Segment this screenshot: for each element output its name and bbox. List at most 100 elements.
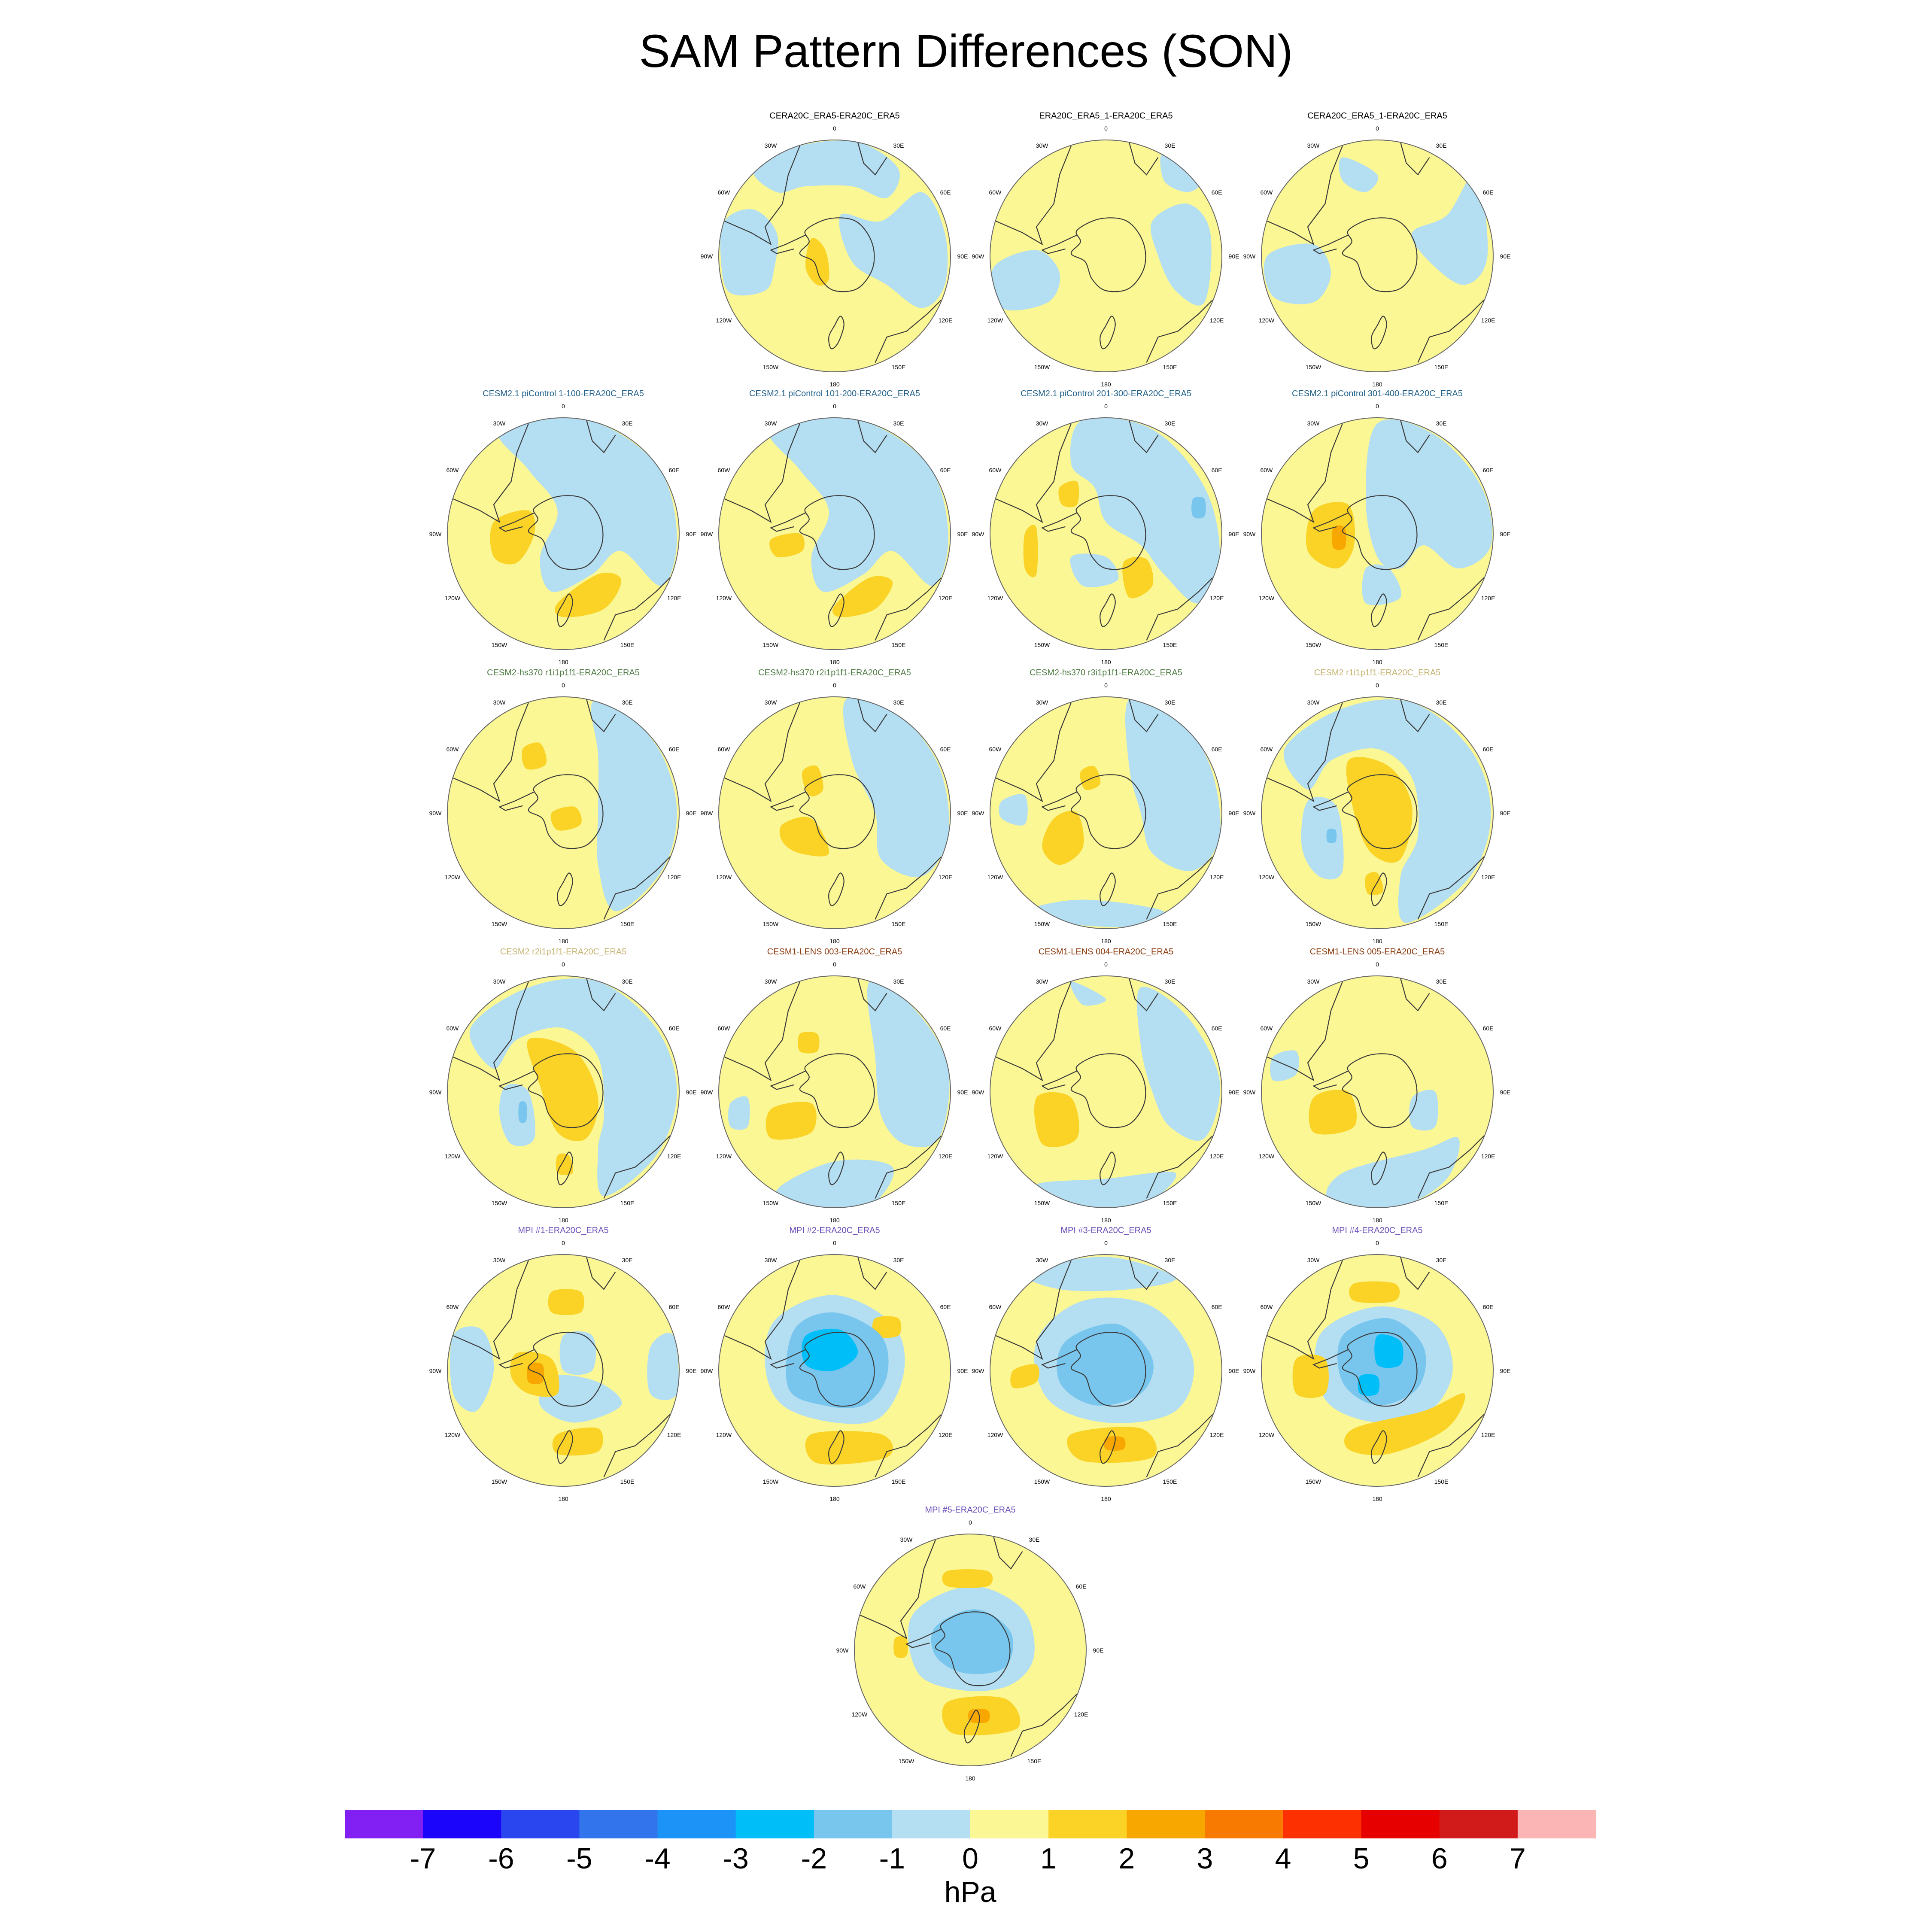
positive-anomaly-region [1042,811,1084,865]
positive-anomaly-region [805,1431,893,1465]
longitude-label: 120E [939,1431,953,1438]
coastline [1100,872,1116,906]
longitude-label: 90W [701,1367,714,1374]
longitude-label: 60E [1483,1303,1494,1310]
colorbar-tick-label: 4 [1275,1842,1291,1875]
coastline [905,1628,942,1648]
longitude-label: 30W [1036,978,1049,985]
longitude-label: 0 [1376,403,1379,410]
longitude-label: 0 [833,1239,836,1246]
longitude-label: 90W [701,531,714,538]
longitude-label: 90W [429,1367,442,1374]
coastline [799,774,875,849]
longitude-label: 60E [669,1025,680,1032]
map-panel: 0 30E 60E 90E 120E 150E 180 150W 120W 90W 60W 30W CE… [972,947,1239,1224]
colorbar-segment [1205,1810,1283,1838]
negative-anomaly-region [1191,496,1206,519]
longitude-label: 120E [1210,874,1224,881]
coastline [1070,1053,1146,1128]
longitude-label: 120E [1481,1153,1495,1160]
longitude-label: 30W [493,1257,506,1264]
longitude-label: 90W [701,253,714,260]
longitude-label: 90W [1243,810,1256,817]
colorbar-segment [892,1810,971,1838]
longitude-label: 30E [622,1257,633,1264]
coastline [1371,872,1387,906]
longitude-label: 180 [558,659,568,665]
negative-anomaly-region [591,700,677,911]
colorbar-segment [423,1810,501,1838]
longitude-label: 120W [987,874,1003,881]
longitude-label: 60W [1261,1303,1273,1310]
negative-anomaly-region [1339,157,1379,192]
coastline [1100,1430,1116,1464]
map-panel: 0 30E 60E 90E 120E 150E 180 150W 120W 90W 60W 30W CE… [429,389,697,665]
longitude-label: 60W [447,1025,459,1032]
longitude-label: 120W [987,595,1003,601]
map-border [990,696,1222,929]
coastline [1041,512,1077,532]
positive-anomaly-region [490,510,535,565]
panel-title: CESM1-LENS 004-ERA20C_ERA5 [1039,947,1174,957]
longitude-label: 30E [1436,978,1447,985]
longitude-label: 90E [1093,1647,1104,1654]
coastline [586,699,616,732]
coastline [453,423,529,523]
colorbar-tick-label: -7 [410,1842,436,1875]
longitude-label: 120W [716,595,732,601]
longitude-label: 120E [939,595,953,601]
longitude-label: 120W [1259,317,1275,324]
panel-title: CESM2 r2i1p1f1-ERA20C_ERA5 [500,947,627,957]
coastline [498,1349,535,1369]
colorbar-tick-label: -6 [488,1842,514,1875]
coastline [857,978,887,1012]
longitude-label: 60W [718,1025,731,1032]
longitude-label: 120W [445,1431,461,1438]
longitude-label: 30E [1165,978,1176,985]
coastline [557,593,573,627]
longitude-label: 90E [1500,810,1511,817]
positive-anomaly-region [1010,1364,1039,1388]
coastline [724,146,801,246]
negative-anomaly-region [1264,243,1331,304]
coastline [996,423,1072,523]
positive-anomaly-region [1346,757,1413,863]
negative-anomaly-region [1160,152,1200,192]
coastline [935,1611,1011,1686]
colorbar-segment [1127,1810,1205,1838]
panel-title: CESM2 r1i1p1f1-ERA20C_ERA5 [1314,668,1441,677]
longitude-label: 90E [957,1367,968,1374]
panel-title: CESM2.1 piControl 1-100-ERA20C_ERA5 [483,389,644,398]
longitude-label: 150E [892,920,906,927]
colorbar-tick-label: -2 [801,1842,827,1875]
map-border [447,1254,680,1487]
coastline [996,146,1072,246]
longitude-label: 60E [669,1303,680,1310]
longitude-label: 150E [892,1478,906,1485]
longitude-label: 30E [1436,699,1447,706]
longitude-label: 90W [972,531,985,538]
longitude-label: 0 [1104,1239,1108,1246]
longitude-label: 150E [892,641,906,648]
longitude-label: 120W [445,595,461,601]
longitude-label: 120W [852,1711,868,1718]
map-panel: 0 30E 60E 90E 120E 150E 180 150W 120W 90W 60W 30W ER… [972,111,1239,388]
panel-title: CERA20C_ERA5_1-ERA20C_ERA5 [1307,111,1447,121]
map-border [1261,140,1494,372]
coastline [993,1536,1023,1570]
map-border [1261,417,1494,650]
longitude-label: 60E [669,467,680,474]
coastline [1146,299,1213,363]
map-border [990,1254,1222,1487]
coastline [586,420,616,453]
longitude-label: 150W [492,920,507,927]
coastline [1312,1349,1349,1369]
positive-anomaly-region [548,1289,584,1315]
coastline [1371,593,1387,627]
longitude-label: 60W [1261,467,1273,474]
longitude-label: 30E [893,420,904,427]
longitude-label: 30E [1165,420,1176,427]
positive-anomaly-region [832,576,893,617]
longitude-label: 120E [1481,874,1495,881]
longitude-label: 60W [989,1303,1002,1310]
